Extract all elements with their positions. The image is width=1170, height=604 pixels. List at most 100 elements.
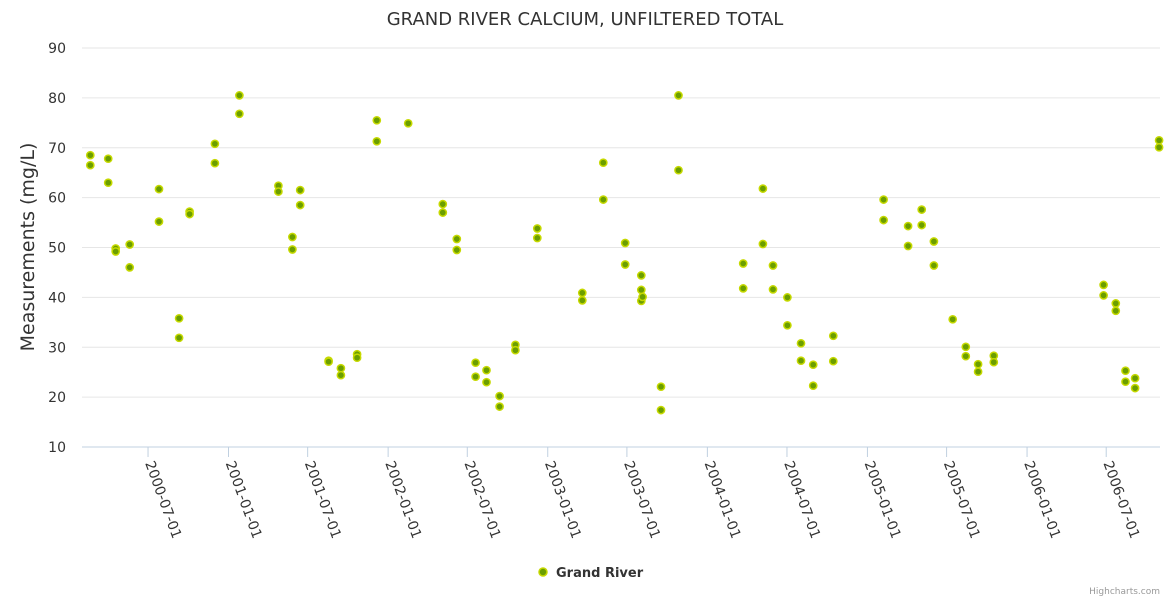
data-point[interactable]: [636, 285, 646, 295]
data-point[interactable]: [948, 314, 958, 324]
data-point[interactable]: [103, 154, 113, 164]
data-point[interactable]: [758, 239, 768, 249]
data-point[interactable]: [917, 220, 927, 230]
data-point[interactable]: [1111, 299, 1121, 308]
data-point[interactable]: [961, 351, 971, 361]
data-point[interactable]: [1154, 142, 1164, 152]
data-point[interactable]: [532, 224, 542, 233]
y-tick-label: 50: [48, 241, 66, 257]
data-point[interactable]: [796, 356, 806, 366]
data-point[interactable]: [336, 363, 346, 373]
data-point[interactable]: [620, 238, 630, 248]
data-point[interactable]: [808, 360, 818, 370]
data-point[interactable]: [638, 292, 647, 302]
data-point[interactable]: [471, 358, 480, 368]
data-point[interactable]: [738, 259, 748, 268]
legend-item-grand-river[interactable]: Grand River: [556, 566, 644, 581]
data-point[interactable]: [674, 91, 683, 100]
data-point[interactable]: [1121, 377, 1130, 387]
data-point[interactable]: [929, 237, 939, 246]
data-point[interactable]: [85, 150, 95, 160]
data-point[interactable]: [210, 158, 220, 168]
data-point[interactable]: [495, 391, 504, 401]
data-point[interactable]: [768, 285, 778, 294]
data-point[interactable]: [929, 261, 939, 270]
data-point[interactable]: [235, 91, 244, 100]
y-tick-label: 10: [48, 440, 66, 456]
data-point[interactable]: [154, 217, 164, 226]
data-point[interactable]: [103, 178, 113, 188]
data-point[interactable]: [577, 288, 587, 298]
data-point[interactable]: [174, 333, 184, 343]
data-point[interactable]: [352, 353, 362, 363]
data-point[interactable]: [768, 261, 778, 270]
data-point[interactable]: [879, 215, 888, 225]
data-point[interactable]: [1121, 366, 1130, 376]
data-point[interactable]: [482, 365, 491, 375]
data-point[interactable]: [1130, 373, 1140, 383]
gridlines: [82, 47, 1160, 448]
data-point[interactable]: [471, 372, 480, 382]
data-point[interactable]: [324, 357, 333, 367]
data-point[interactable]: [403, 118, 413, 128]
data-point[interactable]: [808, 381, 818, 391]
data-point[interactable]: [185, 209, 194, 219]
data-point[interactable]: [511, 345, 520, 355]
data-point[interactable]: [973, 359, 983, 369]
data-point[interactable]: [598, 158, 608, 168]
data-point[interactable]: [288, 245, 297, 254]
data-point[interactable]: [903, 241, 913, 251]
data-point[interactable]: [274, 187, 283, 196]
series-grand-river[interactable]: [85, 91, 1164, 415]
data-point[interactable]: [917, 205, 927, 214]
data-point[interactable]: [1099, 280, 1108, 290]
x-tick-label: 2004-01-01: [701, 459, 744, 541]
data-point[interactable]: [438, 199, 448, 209]
data-point[interactable]: [125, 263, 135, 272]
data-point[interactable]: [1154, 135, 1164, 145]
data-point[interactable]: [783, 293, 792, 302]
data-point[interactable]: [532, 233, 542, 243]
data-point[interactable]: [879, 195, 888, 204]
data-point[interactable]: [1111, 306, 1121, 316]
data-point[interactable]: [235, 109, 244, 119]
data-point[interactable]: [288, 232, 297, 242]
data-point[interactable]: [973, 367, 983, 377]
data-point[interactable]: [783, 320, 792, 330]
data-point[interactable]: [796, 338, 806, 348]
data-point[interactable]: [738, 284, 748, 293]
data-point[interactable]: [1130, 383, 1140, 393]
data-point[interactable]: [154, 184, 164, 194]
legend[interactable]: Grand River: [538, 566, 644, 581]
data-point[interactable]: [295, 200, 305, 210]
data-point[interactable]: [656, 382, 666, 392]
data-point[interactable]: [903, 221, 913, 231]
data-point[interactable]: [620, 260, 630, 269]
data-point[interactable]: [85, 160, 95, 170]
data-point[interactable]: [438, 208, 448, 217]
data-point[interactable]: [452, 245, 462, 255]
data-point[interactable]: [372, 136, 382, 146]
data-point[interactable]: [656, 405, 666, 415]
data-point[interactable]: [125, 240, 135, 249]
data-point[interactable]: [372, 115, 382, 125]
data-point[interactable]: [636, 271, 646, 280]
data-point[interactable]: [961, 342, 971, 352]
data-point[interactable]: [989, 357, 999, 367]
data-point[interactable]: [111, 247, 121, 256]
data-point[interactable]: [482, 377, 491, 387]
data-point[interactable]: [598, 195, 608, 204]
data-point[interactable]: [495, 402, 504, 411]
data-point[interactable]: [295, 185, 305, 195]
data-point[interactable]: [452, 234, 462, 244]
data-point[interactable]: [1099, 291, 1108, 300]
credits-link[interactable]: Highcharts.com: [1089, 587, 1160, 597]
data-point[interactable]: [828, 356, 838, 366]
data-point[interactable]: [336, 370, 346, 380]
data-point[interactable]: [577, 296, 587, 305]
data-point[interactable]: [758, 184, 768, 193]
data-point[interactable]: [828, 331, 838, 341]
data-point[interactable]: [174, 313, 184, 323]
data-point[interactable]: [210, 139, 220, 149]
data-point[interactable]: [674, 165, 683, 175]
